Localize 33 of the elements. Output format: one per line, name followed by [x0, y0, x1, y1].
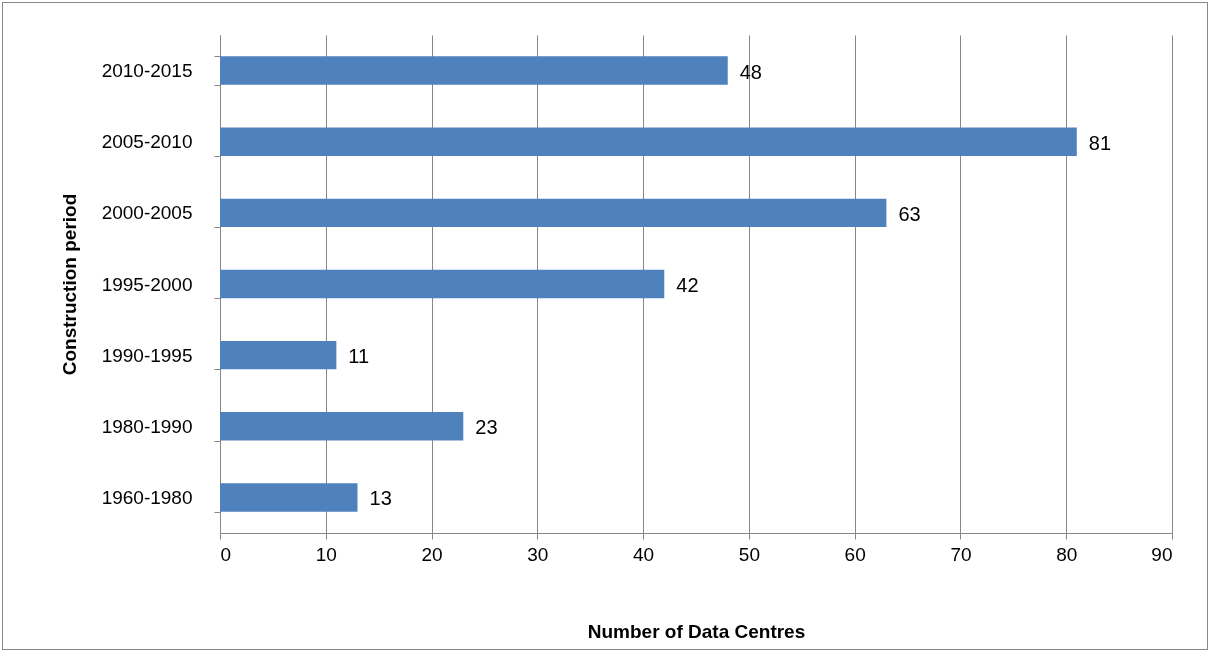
x-tick-label: 80	[1056, 543, 1078, 565]
y-tick-label: 2005-2010	[101, 131, 193, 153]
data-label: 63	[898, 202, 921, 225]
y-axis-title: Construction period	[58, 193, 80, 376]
y-tick-label: 1980-1990	[101, 415, 193, 437]
y-tick-label: 1990-1995	[101, 344, 193, 366]
x-tick-label: 40	[633, 543, 655, 565]
bar	[220, 340, 337, 370]
x-tick-label: 50	[738, 543, 760, 565]
x-tick-label: 20	[421, 543, 443, 565]
bar	[220, 127, 1077, 156]
x-tick-label: 60	[844, 543, 866, 565]
bar	[220, 198, 887, 228]
data-label: 42	[676, 274, 699, 296]
data-label: 13	[369, 487, 392, 510]
y-tick-label: 2010-2015	[101, 60, 193, 82]
x-tick-label: 10	[315, 543, 337, 565]
x-tick-label: 70	[950, 543, 972, 565]
x-axis-title: Number of Data Centres	[587, 620, 806, 642]
data-label: 81	[1088, 131, 1112, 154]
y-tick-label: 1995-2000	[101, 273, 193, 295]
data-label: 11	[348, 345, 370, 368]
x-tick-label: 0	[220, 543, 232, 565]
bar	[220, 56, 728, 85]
data-label: 23	[475, 416, 498, 439]
data-label: 48	[739, 60, 762, 83]
x-tick-label: 90	[1151, 543, 1173, 565]
x-tick-label: 30	[527, 543, 549, 565]
bar	[220, 483, 358, 512]
y-tick-label: 2000-2005	[101, 202, 193, 224]
bar	[220, 412, 464, 441]
bar	[220, 269, 665, 299]
y-tick-label: 1960-1980	[101, 486, 193, 508]
